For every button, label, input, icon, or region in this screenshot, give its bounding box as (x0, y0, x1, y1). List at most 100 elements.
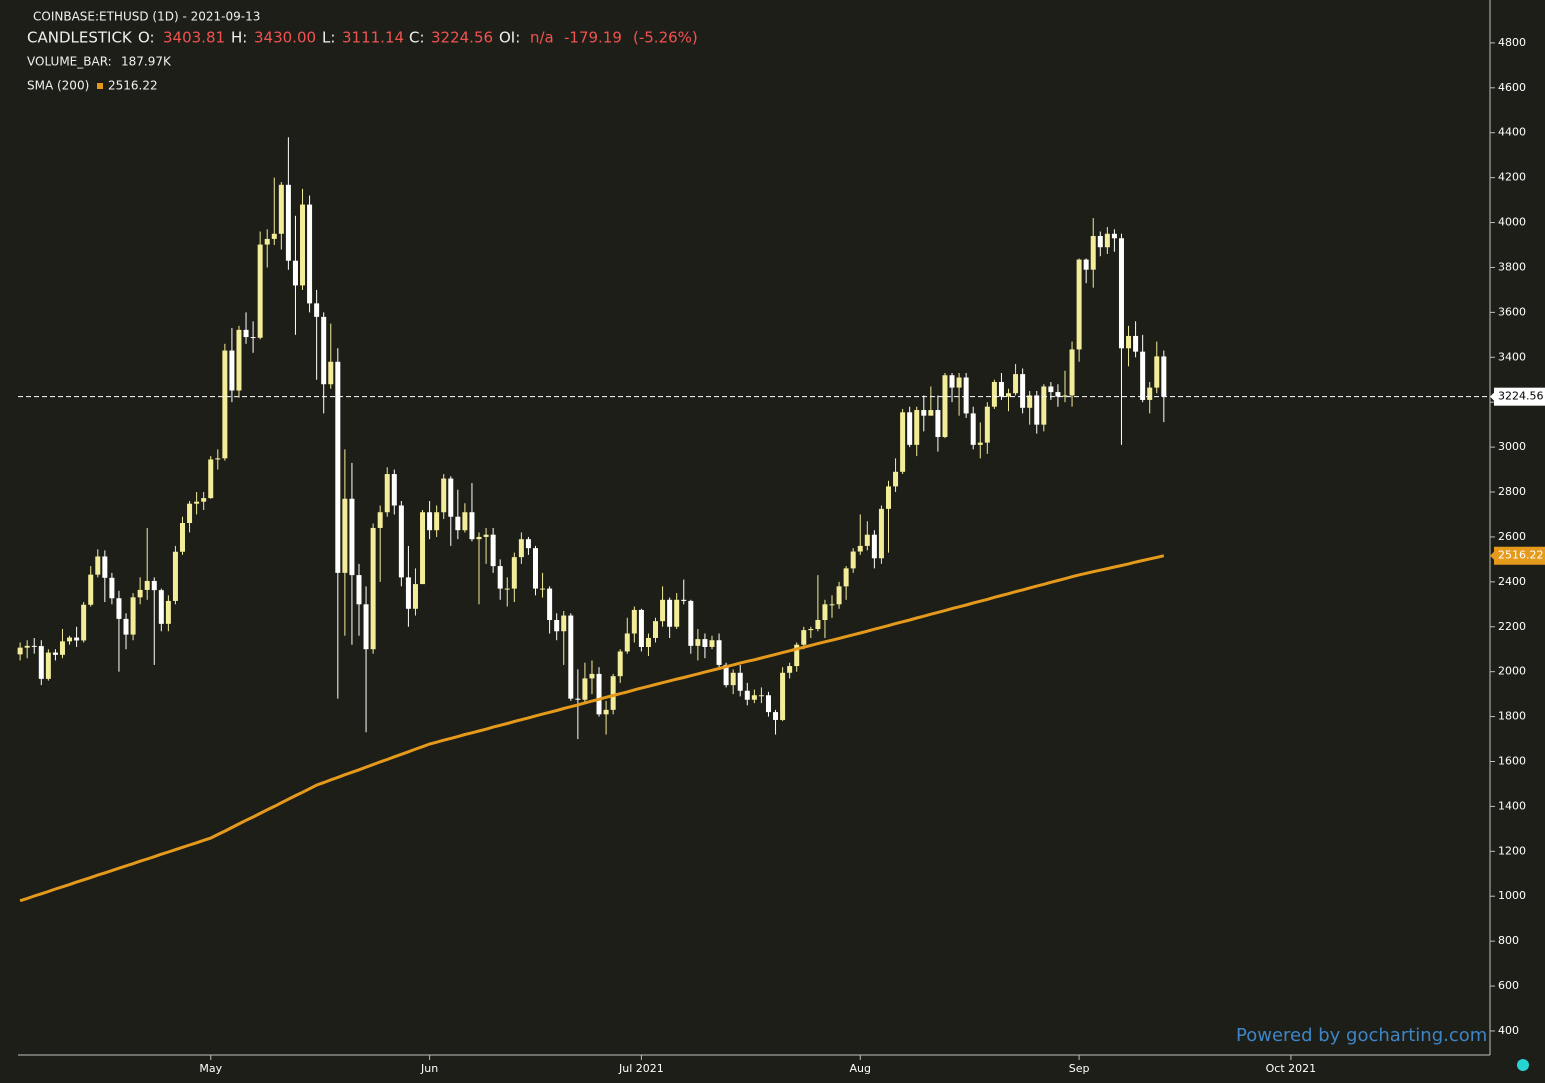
candle-body (38, 646, 44, 679)
candle-body (398, 505, 404, 578)
candle-body (363, 604, 369, 650)
candle-body (773, 712, 779, 720)
candle-body (850, 551, 856, 569)
candle-body (469, 512, 475, 540)
candle-body (991, 381, 997, 407)
candle-body (688, 600, 694, 646)
candle-body (730, 672, 736, 686)
candle-body (31, 645, 37, 647)
candle-body (1104, 233, 1110, 248)
sma-line (19, 554, 1165, 903)
candle-body (843, 568, 849, 587)
candle-body (716, 640, 722, 665)
candle-body (681, 599, 687, 601)
y-tick-label: 600 (1498, 979, 1519, 992)
candle-body (702, 639, 708, 647)
candle-body (1126, 335, 1132, 349)
y-tick-label: 4600 (1498, 81, 1526, 94)
o-label: O: (138, 29, 155, 47)
candle-body (1048, 386, 1054, 393)
y-tick-label: 3800 (1498, 260, 1526, 273)
candle-body (885, 486, 891, 509)
candle-body (420, 512, 426, 585)
y-tick-label: 2200 (1498, 620, 1526, 633)
sma-label: SMA (200) (27, 79, 89, 93)
last-price-pointer (1490, 391, 1495, 402)
series-name: CANDLESTICK (27, 29, 133, 47)
candle-body (977, 442, 983, 445)
candle-body (95, 556, 101, 575)
y-tick-label: 3600 (1498, 305, 1526, 318)
change-pct: (-5.26%) (633, 29, 698, 47)
candle-body (631, 609, 637, 634)
candle-body (321, 316, 327, 385)
candle-body (737, 672, 743, 691)
oi-value: n/a (530, 29, 554, 47)
h-value: 3430.00 (254, 29, 316, 47)
candle-body (74, 637, 80, 641)
x-tick-label: May (199, 1062, 222, 1075)
candle-body (871, 534, 877, 559)
candle-body (215, 458, 221, 460)
candle-body (758, 695, 764, 697)
x-tick-label: Aug (850, 1062, 871, 1075)
sma-price-label: 2516.22 (1498, 549, 1544, 562)
last-price-label: 3224.56 (1498, 390, 1544, 403)
candle-body (1069, 349, 1075, 396)
candle-body (1013, 374, 1019, 394)
candle-body (1034, 395, 1040, 425)
candle-body (144, 580, 150, 590)
sma-value: 2516.22 (108, 79, 158, 93)
y-tick-label: 1000 (1498, 889, 1526, 902)
candle-body (1083, 259, 1089, 270)
candle-body (744, 690, 750, 700)
candle-body (462, 512, 468, 531)
candle-body (808, 629, 814, 631)
candle-body (151, 580, 157, 591)
candle-body (645, 637, 651, 647)
candle-body (575, 698, 581, 700)
candle-body (455, 516, 461, 531)
candle-body (158, 590, 164, 624)
candle-body (123, 618, 129, 635)
candle-body (532, 548, 538, 589)
candle-body (603, 709, 609, 715)
candle-body (405, 577, 411, 609)
candle-body (568, 615, 574, 699)
candle-body (264, 238, 270, 245)
y-tick-label: 4200 (1498, 171, 1526, 184)
x-tick-label: Jun (420, 1062, 438, 1075)
candle-body (1020, 374, 1026, 408)
candle-body (787, 666, 793, 673)
candle-body (723, 664, 729, 686)
candle-body (617, 651, 623, 677)
candle-body (836, 586, 842, 605)
candle-body (928, 410, 934, 416)
candle-body (984, 406, 990, 443)
candle-body (893, 471, 899, 487)
candle-body (801, 630, 807, 645)
candle-body (441, 478, 447, 513)
y-tick-label: 4800 (1498, 36, 1526, 49)
candle-body (24, 645, 30, 648)
candle-body (300, 204, 306, 286)
y-tick-label: 2000 (1498, 665, 1526, 678)
candle-body (243, 329, 249, 338)
candle-body (540, 588, 546, 590)
candle-body (490, 534, 496, 567)
y-tick-label: 2800 (1498, 485, 1526, 498)
l-label: L: (322, 29, 335, 47)
y-tick-label: 2400 (1498, 575, 1526, 588)
candle-body (116, 598, 122, 619)
candle-body (328, 361, 334, 385)
candle-body (878, 508, 884, 559)
candle-body (17, 647, 23, 655)
candle-body (1161, 356, 1167, 397)
candle-body (653, 621, 659, 638)
candle-body (476, 536, 482, 540)
candle-body (194, 501, 200, 504)
candle-body (596, 673, 602, 715)
candle-body (660, 599, 666, 622)
